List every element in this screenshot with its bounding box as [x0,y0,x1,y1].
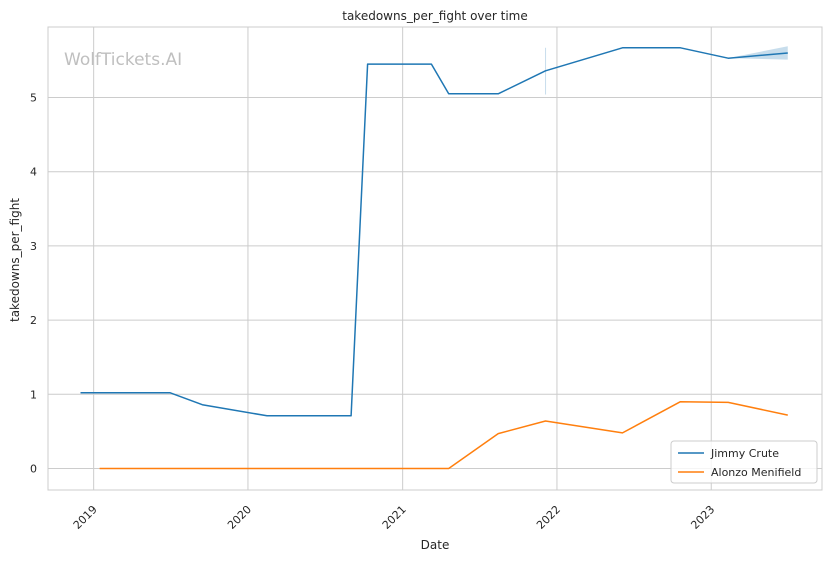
x-axis-label: Date [421,538,450,552]
series-line-alonzo-menifield [99,400,788,470]
chart-title: takedowns_per_fight over time [342,9,528,23]
x-tick-label: 2021 [380,503,409,532]
x-tick-label: 2022 [534,503,563,532]
watermark: WolfTickets.AI [64,50,182,70]
legend-box [670,440,818,484]
x-tick-label: 2019 [71,503,100,532]
y-tick-label: 0 [30,462,37,475]
y-tick-label: 3 [30,240,37,253]
y-tick-label: 1 [30,388,37,401]
series-line-jimmy-crute [80,47,788,417]
legend-label-alonzo-menifield: Alonzo Menifield [711,466,801,479]
plot-area [47,26,823,491]
y-tick-label: 4 [30,166,37,179]
x-tick-label: 2023 [688,503,717,532]
y-tick-label: 5 [30,91,37,104]
series-layer [80,46,788,470]
x-tick-label: 2020 [225,503,254,532]
legend: Jimmy Crute Alonzo Menifield [670,440,818,484]
y-tick-label: 2 [30,314,37,327]
legend-label-jimmy-crute: Jimmy Crute [710,447,779,460]
y-axis-label: takedowns_per_fight [8,198,22,322]
